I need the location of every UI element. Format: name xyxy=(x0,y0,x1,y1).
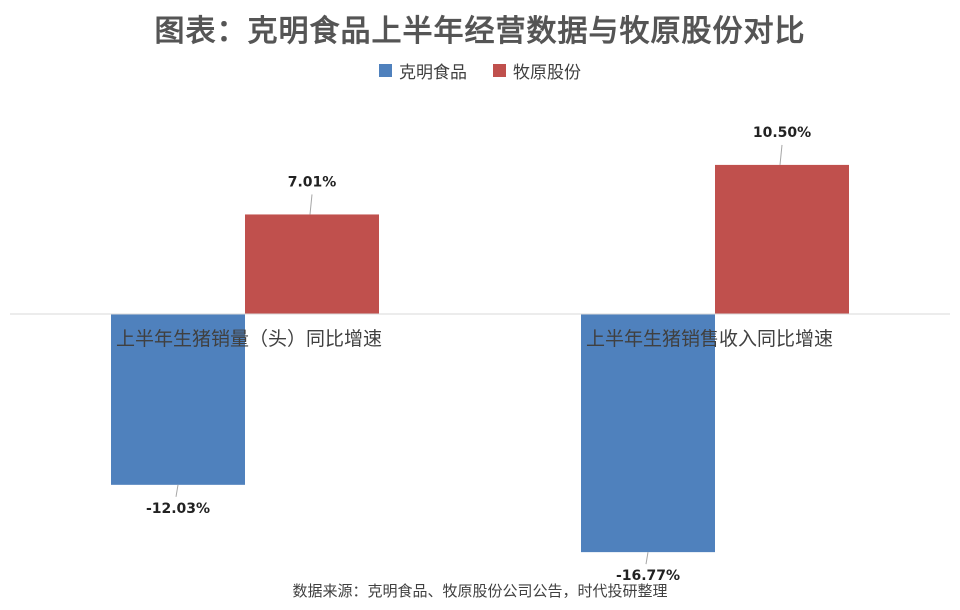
category-label-1: 上半年生猪销售收入同比增速 xyxy=(586,328,833,350)
legend: 克明食品 牧原股份 xyxy=(0,58,960,83)
legend-swatch-0 xyxy=(379,64,392,77)
chart-title: 图表：克明食品上半年经营数据与牧原股份对比 xyxy=(154,14,806,49)
data-label-0-0: -12.03% xyxy=(146,501,210,517)
legend-label-1: 牧原股份 xyxy=(513,63,581,83)
data-label-0-1: -16.77% xyxy=(616,568,680,584)
legend-item-1: 牧原股份 xyxy=(493,58,581,83)
bar-0-1 xyxy=(581,314,715,553)
data-label-leader-1-0 xyxy=(309,194,313,215)
bar-1-0 xyxy=(245,214,379,314)
data-label-1-1: 10.50% xyxy=(753,125,811,141)
category-label-0: 上半年生猪销量（头）同比增速 xyxy=(116,328,382,350)
data-label-leader-0-1 xyxy=(645,552,649,565)
bar-1-1 xyxy=(715,164,849,314)
legend-label-0: 克明食品 xyxy=(399,63,467,83)
data-label-leader-1-1 xyxy=(779,144,783,165)
data-label-1-0: 7.01% xyxy=(288,174,337,190)
legend-item-0: 克明食品 xyxy=(379,58,467,83)
legend-swatch-1 xyxy=(493,64,506,77)
source-note: 数据来源：克明食品、牧原股份公司公告，时代投研整理 xyxy=(292,582,668,600)
data-label-leader-0-0 xyxy=(175,484,179,497)
bar-0-0 xyxy=(111,314,245,485)
